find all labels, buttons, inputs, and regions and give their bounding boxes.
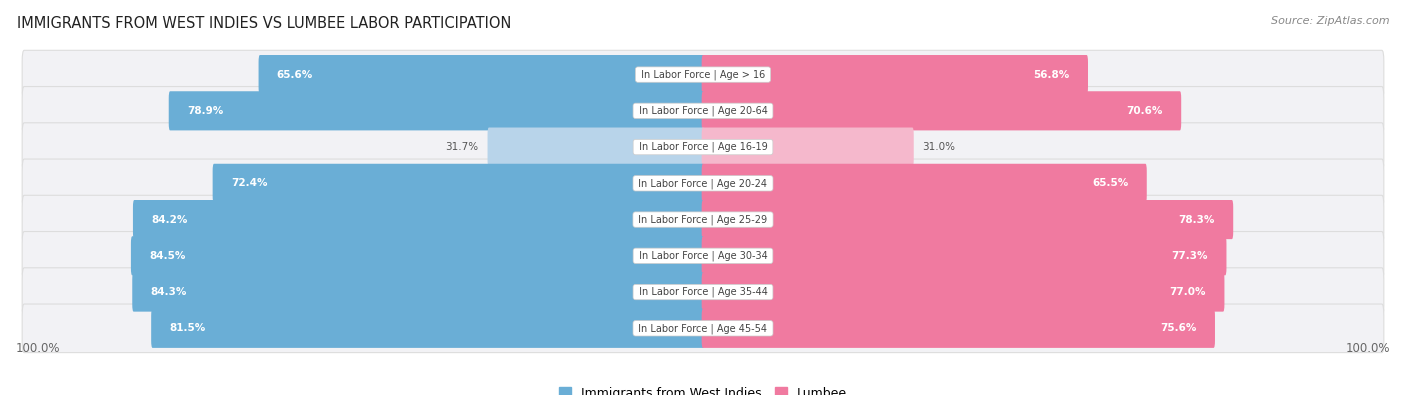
Text: 31.0%: 31.0% bbox=[922, 142, 956, 152]
Text: 56.8%: 56.8% bbox=[1033, 70, 1070, 79]
FancyBboxPatch shape bbox=[702, 128, 914, 167]
FancyBboxPatch shape bbox=[152, 309, 704, 348]
FancyBboxPatch shape bbox=[169, 91, 704, 130]
FancyBboxPatch shape bbox=[702, 309, 1215, 348]
Text: 78.9%: 78.9% bbox=[187, 106, 224, 116]
FancyBboxPatch shape bbox=[702, 200, 1233, 239]
FancyBboxPatch shape bbox=[22, 231, 1384, 280]
Text: 81.5%: 81.5% bbox=[169, 324, 205, 333]
Text: Source: ZipAtlas.com: Source: ZipAtlas.com bbox=[1271, 16, 1389, 26]
Text: 31.7%: 31.7% bbox=[446, 142, 479, 152]
FancyBboxPatch shape bbox=[212, 164, 704, 203]
Text: 84.3%: 84.3% bbox=[150, 287, 187, 297]
Text: In Labor Force | Age 20-24: In Labor Force | Age 20-24 bbox=[636, 178, 770, 188]
FancyBboxPatch shape bbox=[702, 55, 1088, 94]
FancyBboxPatch shape bbox=[488, 128, 704, 167]
Text: 65.6%: 65.6% bbox=[277, 70, 314, 79]
Text: In Labor Force | Age 35-44: In Labor Force | Age 35-44 bbox=[636, 287, 770, 297]
Text: 77.3%: 77.3% bbox=[1171, 251, 1208, 261]
FancyBboxPatch shape bbox=[131, 236, 704, 275]
FancyBboxPatch shape bbox=[22, 87, 1384, 135]
Text: In Labor Force | Age 16-19: In Labor Force | Age 16-19 bbox=[636, 142, 770, 152]
FancyBboxPatch shape bbox=[702, 164, 1147, 203]
Text: 78.3%: 78.3% bbox=[1178, 214, 1215, 225]
Text: 84.5%: 84.5% bbox=[149, 251, 186, 261]
FancyBboxPatch shape bbox=[22, 123, 1384, 171]
Legend: Immigrants from West Indies, Lumbee: Immigrants from West Indies, Lumbee bbox=[554, 382, 852, 395]
FancyBboxPatch shape bbox=[22, 159, 1384, 208]
FancyBboxPatch shape bbox=[702, 236, 1226, 275]
Text: 100.0%: 100.0% bbox=[1346, 342, 1391, 356]
Text: 84.2%: 84.2% bbox=[152, 214, 187, 225]
Text: 100.0%: 100.0% bbox=[15, 342, 60, 356]
Text: 75.6%: 75.6% bbox=[1160, 324, 1197, 333]
Text: In Labor Force | Age > 16: In Labor Force | Age > 16 bbox=[638, 70, 768, 80]
FancyBboxPatch shape bbox=[702, 273, 1225, 312]
FancyBboxPatch shape bbox=[22, 195, 1384, 244]
FancyBboxPatch shape bbox=[22, 304, 1384, 353]
FancyBboxPatch shape bbox=[22, 50, 1384, 99]
FancyBboxPatch shape bbox=[702, 91, 1181, 130]
Text: In Labor Force | Age 30-34: In Labor Force | Age 30-34 bbox=[636, 250, 770, 261]
FancyBboxPatch shape bbox=[132, 273, 704, 312]
FancyBboxPatch shape bbox=[22, 268, 1384, 316]
Text: 72.4%: 72.4% bbox=[231, 178, 267, 188]
Text: IMMIGRANTS FROM WEST INDIES VS LUMBEE LABOR PARTICIPATION: IMMIGRANTS FROM WEST INDIES VS LUMBEE LA… bbox=[17, 16, 512, 31]
Text: In Labor Force | Age 20-64: In Labor Force | Age 20-64 bbox=[636, 105, 770, 116]
Text: In Labor Force | Age 45-54: In Labor Force | Age 45-54 bbox=[636, 323, 770, 333]
FancyBboxPatch shape bbox=[134, 200, 704, 239]
Text: 70.6%: 70.6% bbox=[1126, 106, 1163, 116]
Text: 77.0%: 77.0% bbox=[1170, 287, 1206, 297]
FancyBboxPatch shape bbox=[259, 55, 704, 94]
Text: 65.5%: 65.5% bbox=[1092, 178, 1129, 188]
Text: In Labor Force | Age 25-29: In Labor Force | Age 25-29 bbox=[636, 214, 770, 225]
